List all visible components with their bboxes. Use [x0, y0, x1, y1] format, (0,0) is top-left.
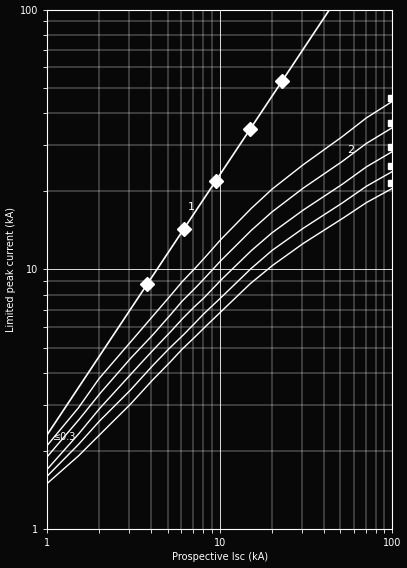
Text: 2: 2: [348, 145, 354, 155]
Y-axis label: Limited peak current (kA): Limited peak current (kA): [6, 207, 15, 332]
Text: 1: 1: [187, 202, 195, 211]
X-axis label: Prospective Isc (kA): Prospective Isc (kA): [172, 553, 268, 562]
Text: ≤0.3: ≤0.3: [53, 432, 76, 442]
